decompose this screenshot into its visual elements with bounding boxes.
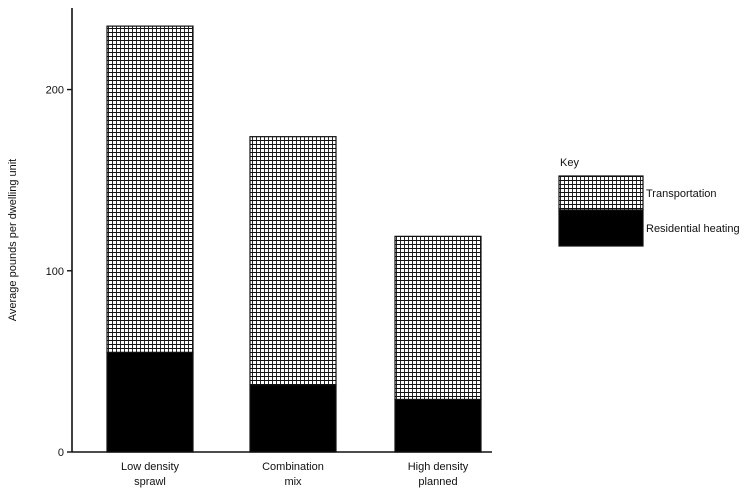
- legend-label-transportation: Transportation: [646, 188, 717, 200]
- y-tick-label: 0: [58, 447, 64, 459]
- legend-title: Key: [560, 157, 579, 169]
- category-label-line: Combination: [262, 461, 324, 473]
- category-label: Low density sprawl: [121, 461, 180, 488]
- bar-residential-heating: [394, 398, 482, 453]
- bar-transportation: [249, 136, 337, 386]
- bar-residential-heating: [249, 384, 337, 453]
- bar-residential-heating: [106, 351, 194, 453]
- category-label-line: Low density: [121, 461, 180, 473]
- legend-swatch-residential-heating: [558, 209, 644, 247]
- legend: Key Transportation Residential heating: [558, 157, 740, 247]
- category-label-line: mix: [284, 476, 302, 488]
- y-tick-label: 200: [46, 85, 64, 97]
- bars: [106, 25, 482, 453]
- legend-label-residential-heating: Residential heating: [646, 223, 740, 235]
- category-label: High density planned: [408, 461, 469, 488]
- legend-swatch-transportation: [558, 175, 644, 211]
- bar-transportation: [106, 25, 194, 353]
- category-label: Combination mix: [262, 461, 324, 488]
- category-labels: Low density sprawl Combination mix High dens…: [121, 461, 469, 488]
- bar-transportation: [394, 235, 482, 401]
- category-label-line: sprawl: [134, 476, 166, 488]
- y-axis-title: Average pounds per dwelling unit: [7, 159, 19, 321]
- category-label-line: planned: [418, 476, 457, 488]
- y-tick-label: 100: [46, 266, 64, 278]
- category-label-line: High density: [408, 461, 469, 473]
